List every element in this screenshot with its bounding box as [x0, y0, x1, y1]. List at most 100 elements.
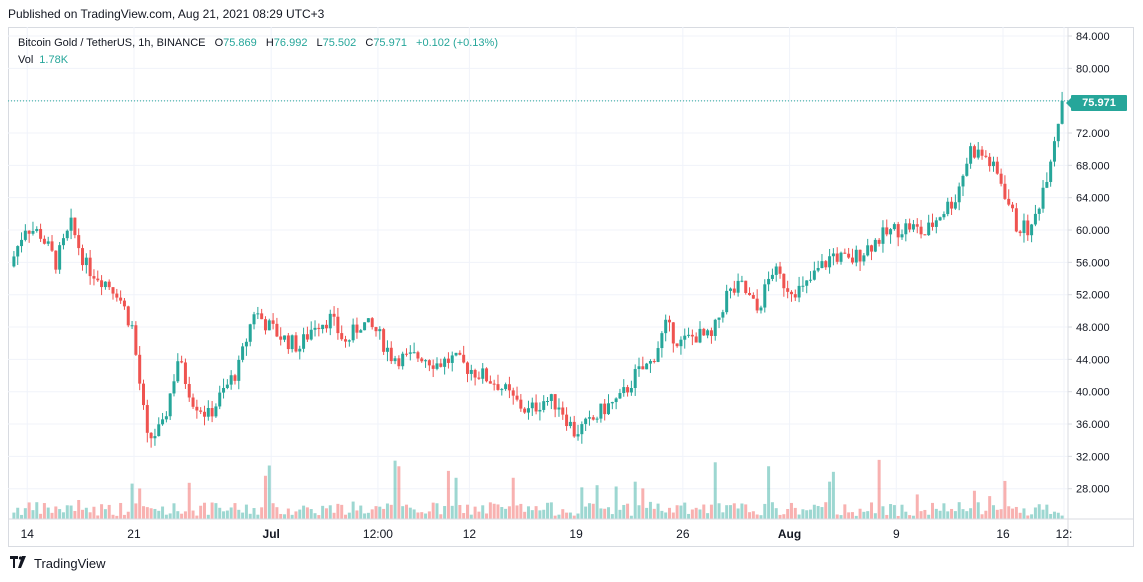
volume-bar: [359, 505, 363, 519]
candle-body: [332, 313, 336, 317]
candle-body: [382, 329, 386, 352]
candle-body: [237, 359, 241, 381]
candle-body: [122, 300, 126, 307]
volume-bar: [130, 483, 134, 519]
candle-body: [991, 161, 995, 167]
high-value: 76.992: [273, 37, 308, 49]
candle-body: [385, 347, 389, 352]
candle-body: [873, 239, 877, 252]
volume-bar: [709, 504, 713, 519]
volume-bar: [302, 505, 306, 519]
volume-bar: [1014, 506, 1018, 519]
volume-bar: [210, 502, 214, 519]
volume-bar: [950, 508, 954, 519]
volume-bar: [595, 485, 599, 519]
candle-body: [271, 320, 275, 324]
volume-bar: [340, 504, 344, 519]
candle-body: [172, 381, 176, 394]
volume-bar: [1003, 480, 1007, 519]
x-tick-label: 12: [463, 527, 477, 541]
volume-bar: [839, 515, 843, 519]
chart-frame: [8, 27, 1134, 547]
volume-bar: [214, 503, 218, 519]
candle-body: [969, 146, 973, 164]
volume-bar: [629, 515, 633, 519]
y-tick-label: 28.000: [1076, 484, 1110, 496]
volume-bar: [378, 506, 382, 519]
candle-body: [202, 411, 206, 417]
candle-body: [767, 278, 771, 285]
candle-body: [599, 403, 603, 419]
candle-body: [862, 255, 866, 262]
candle-body: [20, 239, 24, 247]
volume-bar: [679, 505, 683, 519]
x-tick-label: 12:: [1056, 527, 1073, 541]
candle-body: [702, 328, 706, 336]
volume-bar: [1022, 508, 1026, 519]
volume-bar: [675, 505, 679, 519]
volume-bar: [416, 512, 420, 519]
volume-bar: [984, 510, 988, 519]
candle-body: [565, 414, 569, 427]
candle-body: [587, 417, 591, 419]
candle-body: [161, 419, 165, 425]
candle-body: [946, 201, 950, 215]
candle-body: [866, 245, 870, 256]
volume-bar: [637, 505, 641, 519]
candle-body: [283, 335, 287, 340]
volume-bar: [469, 514, 473, 519]
candle-body: [908, 223, 912, 230]
candle-body: [1014, 208, 1018, 232]
volume-bar: [896, 515, 900, 519]
y-tick-label: 80.000: [1076, 63, 1110, 75]
candle-body: [576, 434, 580, 437]
volume-bar: [172, 503, 176, 519]
volume-bar: [294, 511, 298, 519]
candle-body: [443, 358, 447, 367]
volume-bar: [656, 503, 660, 519]
candle-body: [324, 324, 328, 329]
candle-body: [847, 253, 851, 258]
volume-bar: [271, 503, 275, 519]
candle-body: [694, 336, 698, 343]
candle-body: [900, 234, 904, 238]
volume-bar: [107, 504, 111, 519]
volume-bar: [812, 504, 816, 519]
volume-bar: [363, 513, 367, 519]
volume-bar: [458, 504, 462, 519]
volume-bar: [584, 506, 588, 519]
volume-bar: [892, 505, 896, 519]
volume-bar: [515, 505, 519, 519]
volume-bar: [275, 507, 279, 519]
y-tick-label: 44.000: [1076, 354, 1110, 366]
candle-body: [416, 352, 420, 359]
candle-body: [622, 387, 626, 394]
candle-body: [1033, 213, 1037, 225]
candle-body: [824, 261, 828, 268]
volume-bar: [816, 505, 820, 519]
candle-body: [816, 268, 820, 271]
candle-body: [328, 313, 332, 329]
candle-body: [96, 278, 100, 281]
volume-bar: [587, 503, 591, 519]
volume-bar: [100, 504, 104, 519]
volume-bar: [1041, 509, 1045, 519]
volume-bar: [648, 501, 652, 519]
candle-body: [1049, 161, 1053, 182]
volume-bar: [16, 507, 20, 519]
candle-body: [35, 228, 39, 232]
volume-bar: [778, 514, 782, 519]
candle-body: [145, 405, 149, 433]
candle-body: [618, 393, 622, 399]
candle-body: [789, 291, 793, 295]
volume-bar: [641, 488, 645, 519]
candle-body: [656, 348, 660, 362]
x-tick-label: 14: [21, 527, 35, 541]
volume-bar: [393, 460, 397, 519]
price-chart[interactable]: 84.00080.00076.00072.00068.00064.00060.0…: [8, 27, 1134, 547]
candle-body: [92, 276, 96, 279]
volume-bar: [591, 503, 595, 519]
volume-bar: [626, 503, 630, 519]
volume-bar: [622, 504, 626, 519]
volume-bar: [241, 512, 245, 519]
